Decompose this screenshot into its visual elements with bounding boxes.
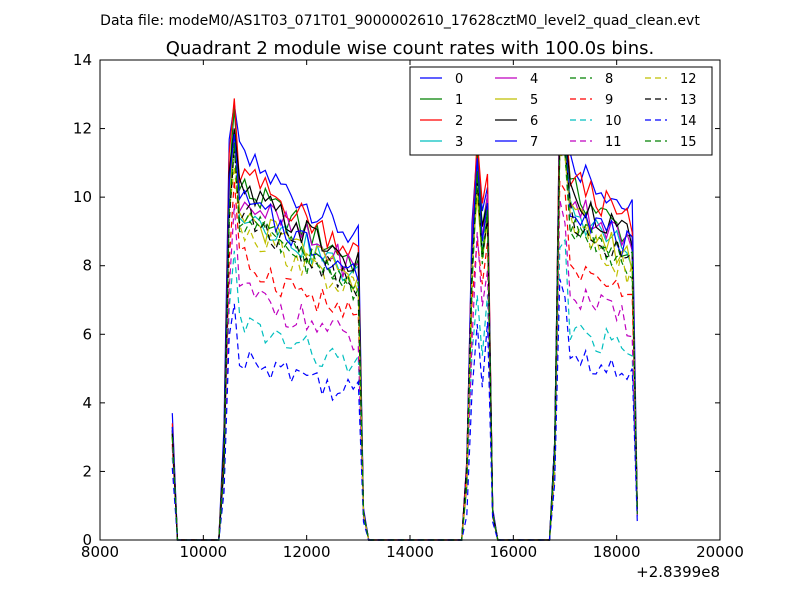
legend-label-13: 13 [680,93,697,108]
chart-title: Quadrant 2 module wise count rates with … [166,38,655,59]
legend-label-0: 0 [455,72,463,87]
x-tick-label: 16000 [489,543,537,561]
x-offset-label: +2.8399e8 [636,563,720,581]
series-line-10 [171,238,638,541]
legend-label-14: 14 [680,114,697,129]
legend-label-4: 4 [530,72,538,87]
legend-label-11: 11 [605,135,622,150]
y-tick-label: 8 [82,257,92,275]
legend-label-3: 3 [455,135,463,150]
legend-label-12: 12 [680,72,697,87]
legend-label-6: 6 [530,114,538,129]
x-tick-label: 10000 [179,543,227,561]
legend-label-10: 10 [605,114,622,129]
x-tick-label: 8000 [81,543,119,561]
legend-box [409,66,713,156]
legend-label-15: 15 [680,135,697,150]
legend-label-7: 7 [530,135,538,150]
y-tick-label: 4 [82,394,92,412]
x-tick-label: 18000 [593,543,641,561]
legend-label-9: 9 [605,93,613,108]
y-tick-label: 14 [73,51,92,69]
y-tick-label: 6 [82,325,92,343]
x-tick-label: 14000 [386,543,434,561]
axis-layer: 8000 10000 12000 14000 16000 18000 20000 0 2 4 6 8 1… [73,51,744,561]
x-tick-label: 12000 [283,543,331,561]
x-tick-label: 20000 [696,543,744,561]
series-line-14 [171,278,638,541]
legend-label-1: 1 [455,93,463,108]
legend-label-8: 8 [605,72,613,87]
y-tick-label: 2 [82,462,92,480]
legend-label-5: 5 [530,93,538,108]
y-tick-label: 10 [73,188,92,206]
y-tick-label: 12 [73,120,92,138]
page-title: Data file: modeM0/AS1T03_071T01_90000026… [100,13,700,29]
y-tick-label: 0 [82,531,92,549]
legend-label-2: 2 [455,114,463,129]
series-line-9 [171,179,638,541]
